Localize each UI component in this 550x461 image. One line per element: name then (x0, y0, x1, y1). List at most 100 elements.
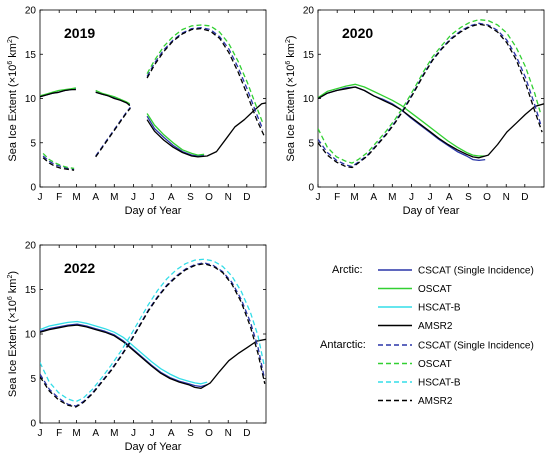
legend-entry-antarctic: CSCAT (Single Incidence) (418, 341, 534, 352)
series-line-arctic-oscat (95, 89, 131, 105)
legend-antarctic-label: Antarctic: (320, 339, 366, 351)
x-tick-label: M (72, 192, 80, 203)
panel-title: 2019 (64, 25, 95, 41)
x-tick-label: F (56, 192, 62, 203)
x-tick-label: S (187, 428, 194, 439)
x-tick-label: O (205, 192, 213, 203)
x-tick-label: J (428, 192, 433, 203)
y-tick-label: 20 (303, 6, 315, 17)
x-tick-label: N (225, 192, 232, 203)
x-tick-label: F (56, 428, 62, 439)
x-tick-label: J (131, 428, 136, 439)
x-tick-label: N (503, 192, 510, 203)
x-tick-label: A (370, 192, 377, 203)
series-line-antarctic-cscat-single-incidence- (40, 262, 265, 407)
x-tick-label: M (110, 192, 118, 203)
series-line-antarctic-cscat-single-incidence- (42, 155, 75, 170)
legend-entry-antarctic: HSCAT-B (418, 378, 461, 389)
series-line-arctic-oscat (40, 87, 77, 97)
series-line-arctic-amsr2 (40, 324, 266, 389)
y-tick-label: 20 (25, 6, 37, 17)
series-line-arctic-amsr2 (95, 91, 131, 107)
y-axis-label-part: ) (285, 35, 297, 39)
y-axis-label: Sea Ice Extent (×106 km2) (285, 35, 297, 161)
y-axis-label-superscript: 6 (7, 296, 14, 300)
x-tick-label: J (150, 428, 155, 439)
x-axis-label: Day of Year (125, 205, 182, 217)
x-tick-label: S (187, 192, 194, 203)
series-line-antarctic-cscat-single-incidence- (146, 27, 264, 130)
x-tick-label: A (446, 192, 453, 203)
series-line-antarctic-amsr2 (146, 27, 265, 136)
x-tick-label: J (409, 192, 414, 203)
series-line-arctic-hscat-b (40, 320, 208, 385)
x-tick-label: A (168, 428, 175, 439)
y-axis-label-superscript: 2 (285, 39, 292, 43)
y-axis-label-part: Sea Ice Extent (×10 (7, 65, 19, 162)
x-tick-label: D (521, 192, 528, 203)
y-tick-label: 5 (30, 138, 36, 149)
y-axis-label-superscript: 6 (7, 61, 14, 65)
legend-entry-arctic: OSCAT (418, 284, 452, 295)
panel-title: 2022 (64, 260, 95, 276)
x-tick-label: J (316, 192, 321, 203)
x-tick-label: D (243, 192, 250, 203)
y-tick-label: 0 (30, 419, 36, 430)
x-tick-label: M (72, 428, 80, 439)
x-axis-label: Day of Year (125, 441, 182, 453)
y-tick-label: 5 (308, 138, 314, 149)
y-axis-label-part: Sea Ice Extent (×10 (7, 300, 19, 397)
series-line-antarctic-oscat (146, 24, 264, 124)
series-line-antarctic-hscat-b (40, 258, 265, 403)
series-line-arctic-cscat-single-incidence- (40, 323, 208, 388)
x-tick-label: O (205, 428, 213, 439)
x-tick-label: O (483, 192, 491, 203)
legend-arctic-label: Arctic: (332, 264, 363, 276)
legend-entry-arctic: CSCAT (Single Incidence) (418, 266, 534, 277)
y-tick-label: 0 (308, 183, 314, 194)
x-tick-label: D (243, 428, 250, 439)
y-tick-label: 10 (25, 330, 37, 341)
series-line-antarctic-amsr2 (95, 107, 131, 158)
x-tick-label: S (465, 192, 472, 203)
legend-entry-arctic: HSCAT-B (418, 303, 461, 314)
series-group (40, 258, 266, 408)
series-line-arctic-amsr2 (318, 86, 544, 159)
x-tick-label: M (110, 428, 118, 439)
y-axis-label-part: km (7, 279, 19, 297)
y-axis-label: Sea Ice Extent (×106 km2) (7, 271, 19, 397)
y-axis-label-part: ) (7, 271, 19, 275)
x-axis-label: Day of Year (403, 205, 460, 217)
legend-entry-antarctic: OSCAT (418, 359, 452, 370)
series-line-arctic-cscat-single-incidence- (146, 115, 205, 157)
y-axis-label-superscript: 2 (7, 275, 14, 279)
series-group (40, 24, 266, 171)
y-axis-label-superscript: 2 (7, 39, 14, 43)
x-tick-label: J (131, 192, 136, 203)
y-axis-label-part: km (7, 43, 19, 61)
x-tick-label: J (150, 192, 155, 203)
legend-entry-arctic: AMSR2 (418, 321, 453, 332)
series-line-antarctic-amsr2 (40, 263, 266, 408)
x-tick-label: M (350, 192, 358, 203)
y-tick-label: 15 (303, 50, 315, 61)
series-line-arctic-amsr2 (146, 102, 266, 158)
series-line-antarctic-amsr2 (318, 23, 543, 169)
y-axis-label-part: Sea Ice Extent (×10 (285, 65, 297, 162)
y-axis-label-part: ) (7, 35, 19, 39)
panel-title: 2020 (342, 25, 373, 41)
y-axis-label-superscript: 6 (285, 61, 292, 65)
y-tick-label: 5 (30, 374, 36, 385)
x-tick-label: M (388, 192, 396, 203)
series-line-antarctic-oscat (318, 19, 542, 164)
x-tick-label: A (92, 192, 99, 203)
y-axis-label: Sea Ice Extent (×106 km2) (7, 35, 19, 161)
x-tick-label: N (225, 428, 232, 439)
y-tick-label: 15 (25, 50, 37, 61)
y-axis-label-part: km (285, 43, 297, 61)
y-tick-label: 15 (25, 285, 37, 296)
